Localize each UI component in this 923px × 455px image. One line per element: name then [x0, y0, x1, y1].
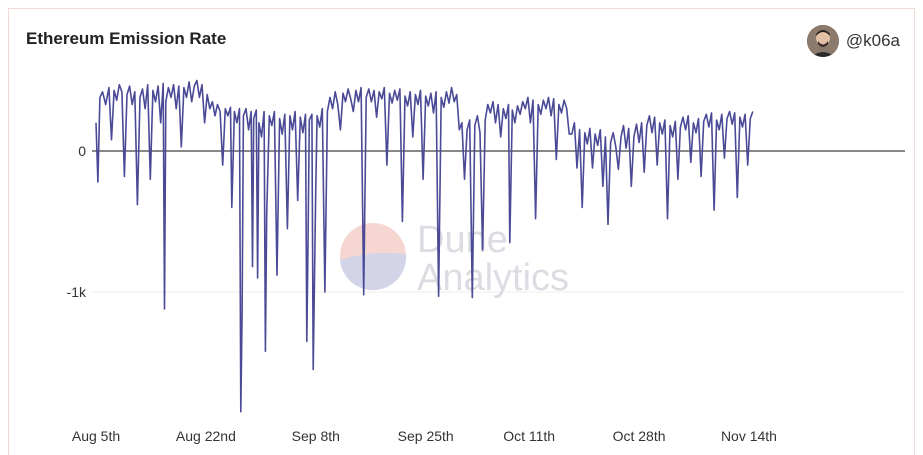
chart-card: Ethereum Emission Rate @k06a [8, 8, 915, 455]
x-tick-label: Sep 8th [292, 428, 340, 444]
x-tick-label: Sep 25th [398, 428, 454, 444]
y-tick-label: -1k [67, 284, 87, 300]
watermark-logo-lower [340, 252, 407, 291]
x-tick-label: Aug 5th [72, 428, 120, 444]
x-tick-label: Oct 11th [503, 428, 555, 444]
watermark-line1: Dune [417, 219, 508, 261]
watermark: Dune Analytics [340, 219, 569, 299]
avatar[interactable] [806, 25, 839, 57]
chart-title: Ethereum Emission Rate [26, 29, 227, 48]
author-badge[interactable]: @k06a [806, 25, 900, 57]
x-tick-label: Aug 22nd [176, 428, 236, 444]
y-tick-label: 0 [78, 143, 86, 159]
series-line [95, 79, 754, 413]
avatar-icon [806, 25, 839, 57]
grid-lines [92, 150, 905, 293]
watermark-line2: Analytics [417, 257, 569, 299]
author-name[interactable]: @k06a [845, 31, 900, 50]
series-layer [95, 79, 754, 413]
x-axis: Aug 5th Aug 22nd Sep 8th Sep 25th Oct 11th Oc… [72, 428, 777, 444]
x-tick-label: Oct 28th [613, 428, 666, 444]
x-tick-label: Nov 14th [721, 428, 777, 444]
y-axis: 0 -1k [67, 143, 87, 300]
